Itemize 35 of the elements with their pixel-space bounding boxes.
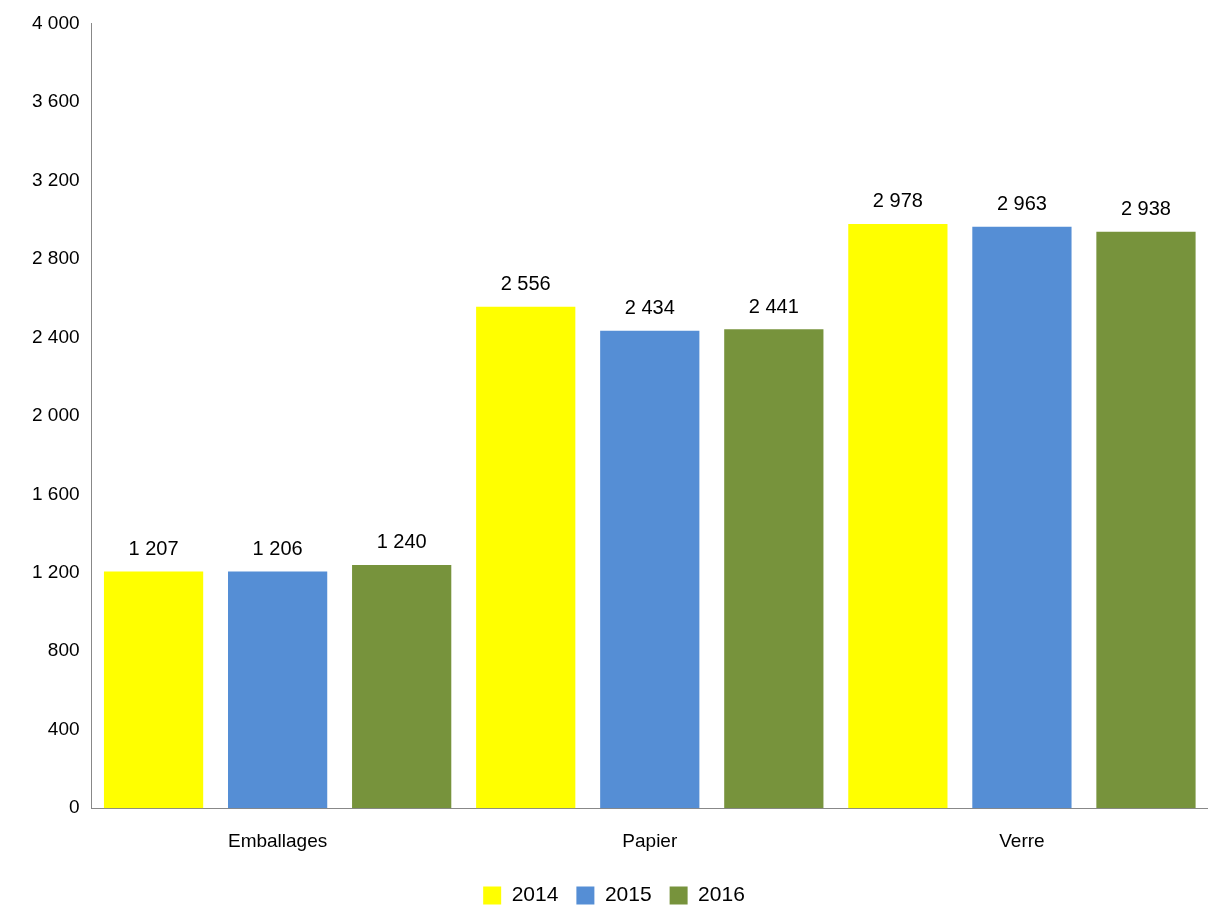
- bar: [1096, 231, 1196, 809]
- legend-label: 2014: [511, 882, 559, 906]
- data-label: 2 441: [748, 294, 799, 317]
- data-label: 1 206: [252, 537, 303, 560]
- bar: [972, 226, 1072, 809]
- y-tick-label: 3 600: [32, 90, 80, 112]
- legend-label: 2016: [698, 882, 745, 906]
- bar: [848, 223, 948, 809]
- data-label: 2 963: [996, 192, 1047, 215]
- data-label: 2 938: [1120, 197, 1172, 220]
- data-label: 2 978: [872, 189, 923, 212]
- y-tick-label: 400: [47, 717, 80, 739]
- y-tick-label: 2 000: [32, 404, 80, 426]
- x-tick-label: Emballages: [227, 829, 328, 851]
- y-tick-label: 0: [68, 796, 80, 818]
- y-tick-label: 4 000: [32, 11, 80, 33]
- y-tick-label: 800: [47, 639, 80, 661]
- y-tick-label: 3 200: [32, 168, 80, 190]
- bar: [352, 564, 452, 809]
- data-label: 1 207: [128, 536, 179, 559]
- data-label: 2 556: [500, 272, 551, 295]
- y-tick-label: 1 600: [32, 482, 80, 504]
- bar: [228, 571, 328, 809]
- data-label: 2 434: [624, 296, 675, 319]
- bar: [103, 571, 204, 809]
- legend-label: 2015: [604, 882, 652, 906]
- y-tick-label: 2 400: [32, 325, 80, 347]
- data-label: 1 240: [376, 530, 427, 553]
- y-tick-label: 1 200: [32, 560, 80, 582]
- y-tick-label: 2 800: [32, 247, 80, 269]
- bar: [600, 330, 700, 809]
- bar: [476, 306, 576, 809]
- x-tick-label: Papier: [622, 829, 678, 851]
- bar: [724, 329, 824, 809]
- x-tick-label: Verre: [999, 829, 1045, 851]
